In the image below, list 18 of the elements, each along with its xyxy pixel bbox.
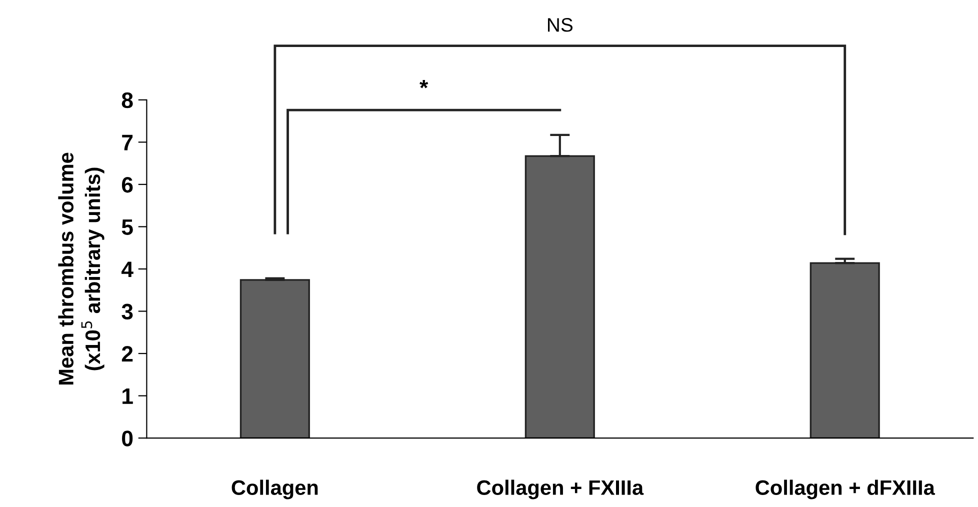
x-tick-label: Collagen + dFXIIIa [756,480,936,500]
y-tick-label: 4 [121,262,134,278]
bar [240,279,310,438]
y-tick-label: 2 [122,346,133,362]
text: NS [548,18,573,32]
x-tick-label: Collagen [232,480,318,500]
y-axis-title: Mean thrombus volume (x10$^{5}$ arbitrary units) [58,152,104,384]
y-tick-label: 6 [122,176,133,193]
y-tick-label: 5 [122,219,133,235]
bar [524,155,595,438]
y-tick-label: 0 [122,430,133,446]
y-tick-label: 1 [122,388,133,404]
bar [810,262,880,438]
x-tick-label: Collagen + FXIIIa [477,480,644,500]
y-tick-label: 3 [122,304,133,320]
text: * [420,80,428,88]
y-tick-label: 8 [122,92,133,108]
y-tick-label: 7 [122,134,133,150]
